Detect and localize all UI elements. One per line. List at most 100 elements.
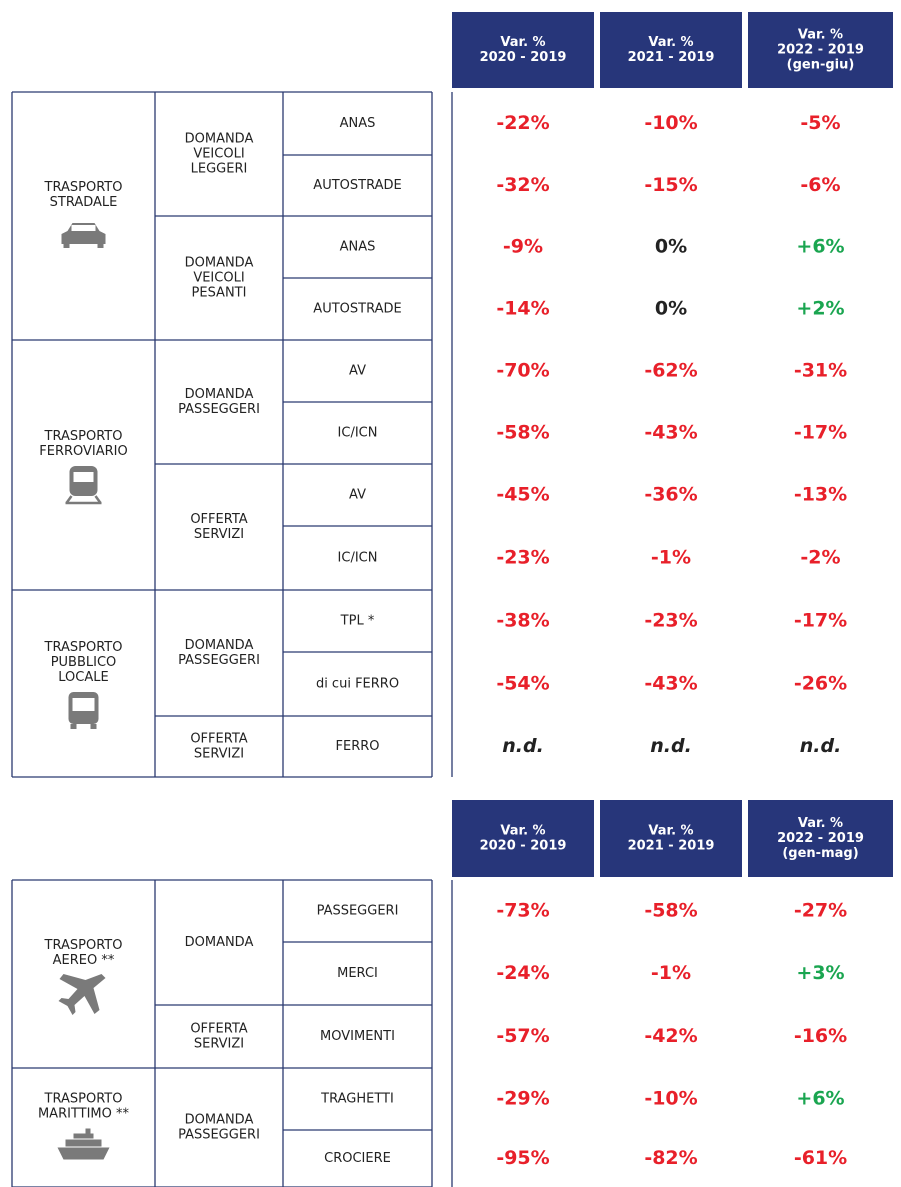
value: n.d. (650, 735, 692, 757)
row-label: TPL * (340, 614, 375, 629)
value: -31% (794, 360, 847, 382)
header-text: (gen-mag) (782, 846, 858, 861)
value: -24% (496, 962, 549, 984)
icon-ship (57, 1147, 110, 1160)
icon-train (73, 472, 94, 482)
row-label: IC/ICN (338, 551, 378, 566)
header-cell (452, 800, 594, 877)
row-label: IC/ICN (338, 426, 378, 441)
icon-car (71, 225, 96, 231)
value: 0% (655, 298, 687, 320)
row-label: MOVIMENTI (320, 1029, 395, 1044)
row-label: CROCIERE (324, 1151, 391, 1166)
group-label: AEREO ** (53, 953, 115, 968)
subgroup-label: PASSEGGERI (178, 402, 260, 417)
subgroup-label: OFFERTA (190, 732, 247, 747)
value: -58% (644, 900, 697, 922)
subgroup-label: DOMANDA (185, 387, 254, 402)
header-text: Var. % (648, 35, 693, 50)
icon-plane (58, 974, 106, 1015)
row-label: TRAGHETTI (320, 1092, 394, 1107)
value: -36% (644, 484, 697, 506)
row-label: PASSEGGERI (317, 904, 399, 919)
header-text: 2020 - 2019 (480, 50, 567, 65)
row-label: di cui FERRO (316, 677, 399, 692)
subgroup-label: DOMANDA (185, 132, 254, 147)
subgroup-label: DOMANDA (185, 935, 254, 950)
subgroup-label: PASSEGGERI (178, 653, 260, 668)
value: -70% (496, 360, 549, 382)
value: -29% (496, 1088, 549, 1110)
header-cell (748, 800, 893, 877)
value: +6% (796, 1088, 844, 1110)
value: +6% (796, 236, 844, 258)
value: -61% (794, 1147, 847, 1169)
value: -95% (496, 1147, 549, 1169)
row-label: AV (349, 364, 366, 379)
group-label: STRADALE (50, 195, 118, 210)
value: +2% (796, 298, 844, 320)
subgroup-label: SERVIZI (194, 527, 244, 542)
value: -27% (794, 900, 847, 922)
value: -38% (496, 610, 549, 632)
value: -23% (496, 547, 549, 569)
row-label: AV (349, 488, 366, 503)
subgroup-label: SERVIZI (194, 1037, 244, 1052)
row-label: AUTOSTRADE (313, 178, 401, 193)
value: -1% (651, 547, 691, 569)
value: -22% (496, 112, 549, 134)
value: -32% (496, 174, 549, 196)
header-text: Var. % (798, 816, 843, 831)
subgroup-label: PESANTI (192, 286, 247, 301)
value: +3% (796, 962, 844, 984)
value: -62% (644, 360, 697, 382)
value: -14% (496, 298, 549, 320)
group-label: MARITTIMO ** (38, 1107, 130, 1122)
value: -73% (496, 900, 549, 922)
value: n.d. (502, 735, 544, 757)
icon-ship (85, 1128, 91, 1134)
value: -26% (794, 673, 847, 695)
header-text: 2022 - 2019 (777, 831, 864, 846)
group-label: TRASPORTO (44, 429, 123, 444)
row-label: ANAS (340, 240, 376, 255)
value: -10% (644, 1088, 697, 1110)
icon-bus (90, 724, 97, 729)
row-label: MERCI (337, 966, 378, 981)
value: n.d. (800, 735, 842, 757)
icon-car (63, 244, 70, 248)
group-label: TRASPORTO (44, 640, 123, 655)
row-label: AUTOSTRADE (313, 302, 401, 317)
value: -6% (800, 174, 840, 196)
value: -54% (496, 673, 549, 695)
value: -82% (644, 1147, 697, 1169)
value: -9% (503, 236, 543, 258)
value: -13% (794, 484, 847, 506)
group-label: LOCALE (58, 670, 108, 685)
value: -17% (794, 610, 847, 632)
header-cell (600, 12, 742, 88)
group-label: PUBBLICO (51, 655, 117, 670)
value: -58% (496, 422, 549, 444)
value: -17% (794, 422, 847, 444)
subgroup-label: VEICOLI (193, 147, 244, 162)
value: -45% (496, 484, 549, 506)
row-label: ANAS (340, 116, 376, 131)
row-label: FERRO (336, 739, 380, 754)
header-cell (452, 12, 594, 88)
header-text: 2020 - 2019 (480, 839, 567, 854)
group-label: TRASPORTO (44, 938, 123, 953)
value: -42% (644, 1025, 697, 1047)
header-text: (gen-giu) (787, 58, 855, 73)
icon-bus (70, 724, 77, 729)
header-text: Var. % (500, 824, 545, 839)
subgroup-label: SERVIZI (194, 747, 244, 762)
group-label: FERROVIARIO (39, 444, 127, 459)
icon-train (65, 495, 102, 505)
subgroup-label: PASSEGGERI (178, 1128, 260, 1143)
icon-ship (65, 1139, 102, 1147)
value: -57% (496, 1025, 549, 1047)
value: -16% (794, 1025, 847, 1047)
header-cell (600, 800, 742, 877)
